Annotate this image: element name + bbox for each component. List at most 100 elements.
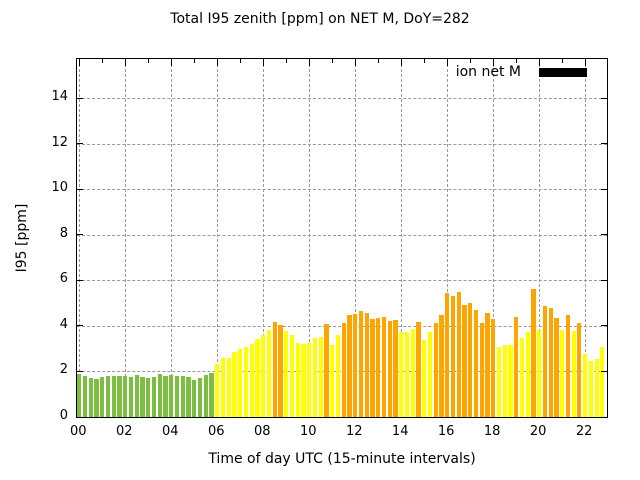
x-minor-tick-top (423, 59, 425, 63)
bar (353, 314, 358, 417)
bar (479, 323, 484, 417)
bar (318, 336, 323, 417)
y-tick-left (77, 325, 83, 327)
bar (174, 376, 180, 417)
bar (525, 331, 530, 417)
y-tick-left (77, 370, 83, 372)
bar (577, 322, 582, 417)
bar (128, 376, 134, 417)
bar (261, 335, 266, 417)
bar (94, 378, 99, 417)
bar (255, 338, 260, 417)
x-tick-top (170, 59, 172, 66)
bar (215, 364, 220, 417)
bar (496, 346, 502, 417)
y-tick-left (77, 188, 83, 190)
bar (358, 311, 364, 417)
bar (456, 291, 461, 417)
bar (186, 376, 191, 417)
bar (399, 332, 404, 417)
x-tick-label: 02 (116, 424, 133, 439)
bar (376, 318, 381, 417)
bar (134, 374, 139, 417)
bar (111, 375, 116, 417)
x-tick-label: 18 (483, 424, 501, 439)
bar (433, 323, 438, 417)
bar (100, 376, 105, 417)
bar (243, 346, 249, 417)
x-tick-label: 22 (575, 424, 593, 439)
bar (514, 316, 519, 417)
bar (381, 316, 387, 417)
bar (508, 344, 513, 417)
y-tick-label: 2 (59, 362, 68, 378)
bar (531, 288, 536, 417)
x-tick-top (584, 59, 586, 66)
bar (542, 305, 547, 417)
legend-label: ion net M (455, 64, 521, 80)
bar (197, 378, 203, 417)
h-gridline (77, 98, 607, 100)
bar (600, 347, 605, 417)
bar (560, 330, 565, 417)
bar (157, 374, 162, 417)
y-tick-label: 8 (59, 225, 68, 241)
bar (473, 310, 479, 417)
bar (462, 305, 467, 417)
v-gridline (447, 59, 449, 417)
bar (502, 344, 507, 417)
bar (571, 330, 576, 417)
x-tick-label: 00 (70, 424, 87, 439)
y-tick-right (601, 143, 607, 145)
bar (347, 314, 352, 417)
bar (565, 314, 570, 417)
x-minor-tick-top (239, 59, 241, 63)
x-minor-tick-top (377, 59, 379, 63)
v-gridline (493, 59, 495, 417)
bar (192, 379, 197, 417)
bar (422, 340, 427, 417)
h-gridline (77, 280, 607, 282)
x-minor-tick-top (469, 59, 471, 63)
v-gridline (171, 59, 173, 417)
v-gridline (79, 59, 81, 417)
v-gridline (125, 59, 127, 417)
x-tick-top (78, 59, 80, 66)
x-tick-top (354, 59, 356, 66)
y-tick-right (601, 279, 607, 281)
h-gridline (77, 189, 607, 191)
v-gridline (355, 59, 357, 417)
x-tick-label: 12 (345, 424, 363, 439)
bar (537, 330, 542, 417)
legend-swatch (539, 67, 587, 77)
x-minor-tick-top (193, 59, 195, 63)
v-gridline (309, 59, 311, 417)
bar (312, 338, 318, 417)
bar (82, 376, 88, 417)
bar (232, 351, 237, 417)
x-tick-top (446, 59, 448, 66)
plot-area: ion net M (76, 58, 608, 418)
bar (272, 322, 277, 417)
bar (123, 376, 128, 417)
y-tick-label: 10 (51, 180, 68, 196)
x-tick-top (538, 59, 540, 66)
bar (163, 376, 168, 417)
x-minor-tick-top (147, 59, 149, 63)
x-tick-label: 14 (391, 424, 409, 439)
x-minor-tick-top (331, 59, 333, 63)
x-tick-top (262, 59, 264, 66)
bar (387, 321, 392, 417)
x-minor-tick-top (515, 59, 517, 63)
legend: ion net M (456, 64, 587, 80)
bar (554, 318, 559, 417)
x-minor-tick-top (101, 59, 103, 63)
bar (450, 296, 456, 417)
y-tick-right (601, 188, 607, 190)
x-tick-label: 08 (253, 424, 271, 439)
y-tick-right (601, 97, 607, 99)
y-tick-label: 12 (51, 134, 68, 150)
v-gridline (585, 59, 587, 417)
bar (307, 342, 312, 417)
